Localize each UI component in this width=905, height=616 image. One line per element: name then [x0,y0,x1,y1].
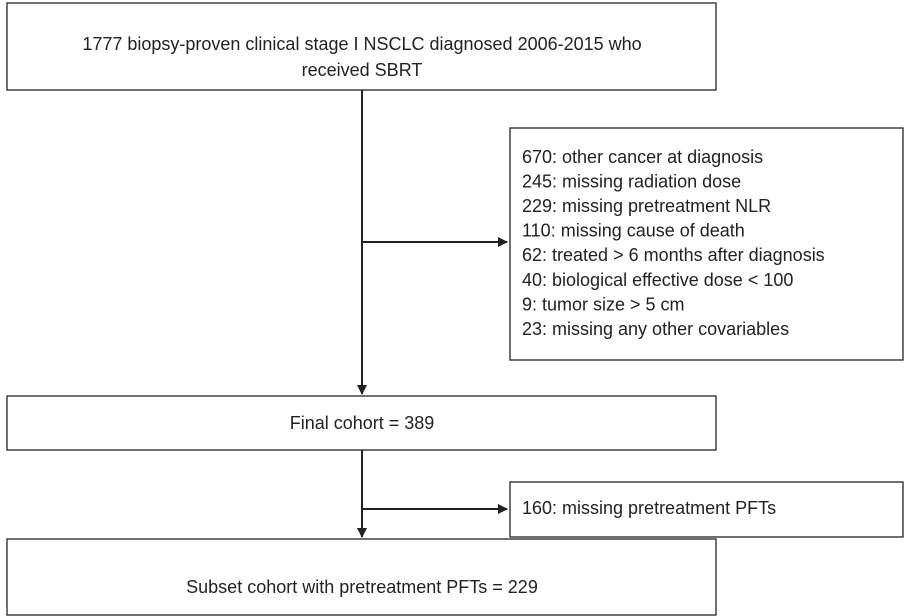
exclusion-item: 245: missing radiation dose [522,171,741,191]
box-text: Final cohort = 389 [290,413,435,433]
exclusion-item: 670: other cancer at diagnosis [522,147,763,167]
exclusion-item: 62: treated > 6 months after diagnosis [522,245,825,265]
exclusion-box [509,481,904,538]
exclusion-item: 23: missing any other covariables [522,319,789,339]
box-text: 160: missing pretreatment PFTs [522,498,776,518]
exclusion-box [509,127,904,361]
box-text: 1777 biopsy-proven clinical stage I NSCL… [82,34,641,54]
exclusion-list: 670: other cancer at diagnosis 245: missi… [522,147,825,339]
final-box [6,395,717,451]
exclusion-item: 229: missing pretreatment NLR [522,196,771,216]
exclusion-item: 110: missing cause of death [522,221,745,241]
subset-box [6,538,717,616]
box-text: Subset cohort with pretreatment PFTs = 2… [186,577,538,597]
exclusion-item: 9: tumor size > 5 cm [522,294,685,314]
source-box [6,2,717,91]
box-text: received SBRT [302,60,423,80]
exclusion-item: 40: biological effective dose < 100 [522,270,793,290]
